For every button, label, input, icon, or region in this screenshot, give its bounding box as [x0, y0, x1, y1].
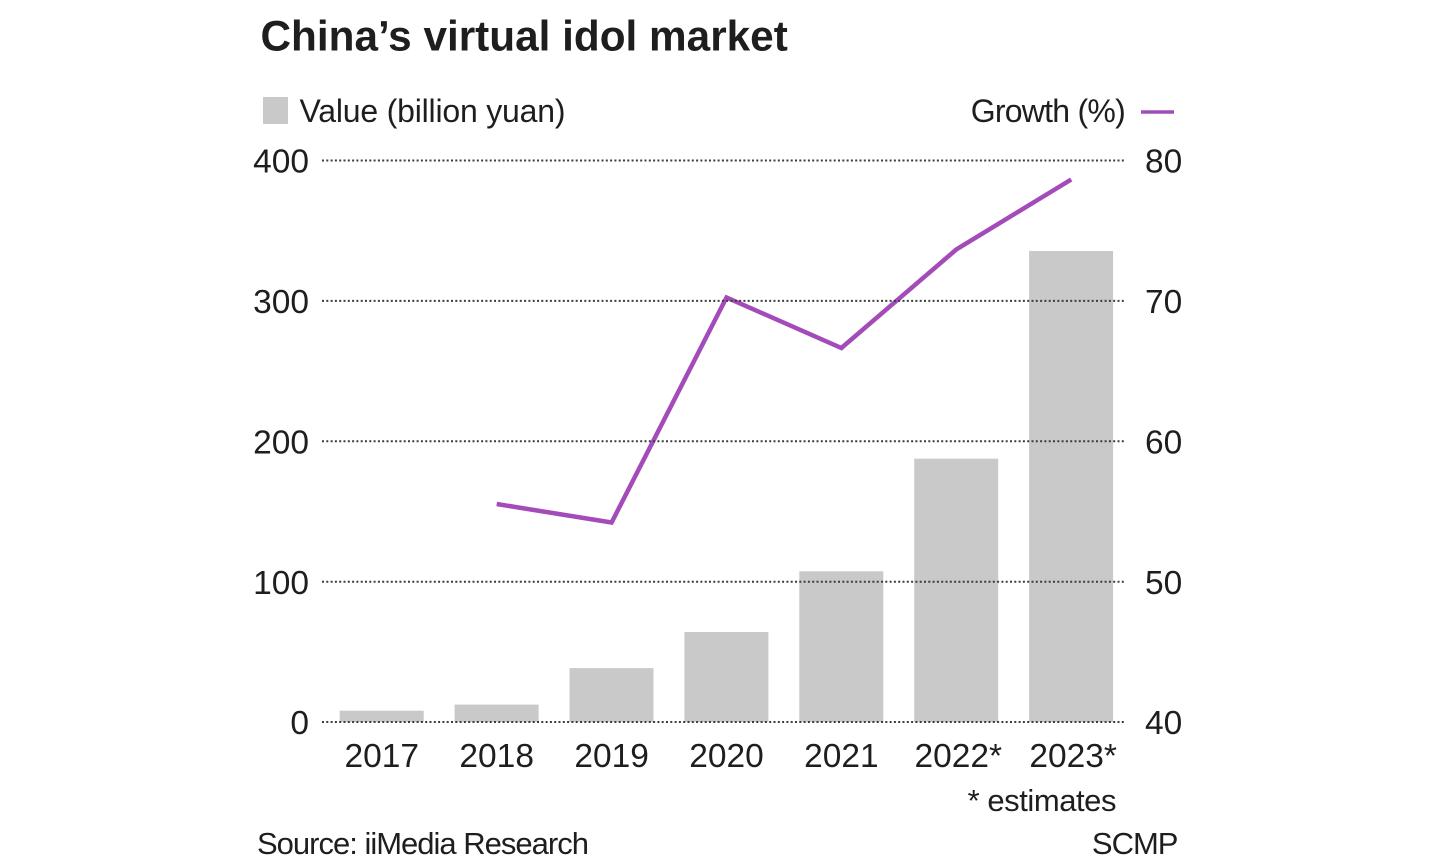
svg-text:China’s virtual idol market: China’s virtual idol market	[261, 13, 788, 60]
svg-text:2020: 2020	[689, 738, 764, 775]
svg-text:Growth (%): Growth (%)	[971, 93, 1125, 129]
svg-text:2021: 2021	[804, 738, 879, 775]
svg-text:0: 0	[290, 705, 309, 742]
svg-text:300: 300	[253, 284, 309, 321]
svg-text:70: 70	[1145, 284, 1182, 321]
svg-text:2018: 2018	[459, 738, 534, 775]
svg-text:2017: 2017	[345, 738, 420, 775]
svg-text:Source: iiMedia Research: Source: iiMedia Research	[257, 826, 588, 861]
svg-text:Value (billion yuan): Value (billion yuan)	[300, 93, 566, 129]
svg-text:400: 400	[253, 144, 309, 181]
svg-text:SCMP: SCMP	[1092, 826, 1178, 861]
svg-text:2019: 2019	[574, 738, 649, 775]
svg-text:60: 60	[1145, 425, 1182, 462]
svg-text:80: 80	[1145, 144, 1182, 181]
svg-text:40: 40	[1145, 705, 1182, 742]
svg-text:2023*: 2023*	[1029, 738, 1117, 775]
svg-text:50: 50	[1145, 565, 1182, 602]
svg-text:200: 200	[253, 425, 309, 462]
svg-text:2022*: 2022*	[915, 738, 1003, 775]
svg-text:100: 100	[253, 565, 309, 602]
svg-text:* estimates: * estimates	[968, 783, 1116, 818]
